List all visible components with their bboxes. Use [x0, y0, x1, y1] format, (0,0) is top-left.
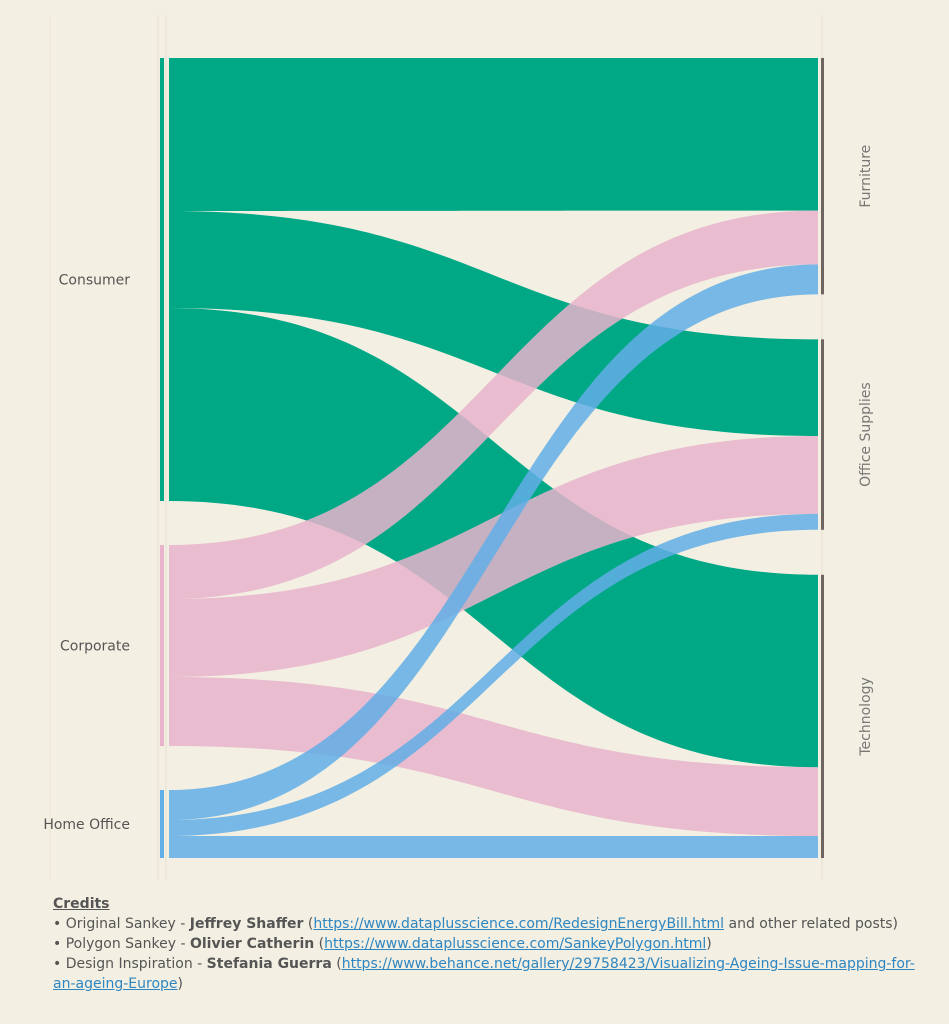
target-label-furniture: Furniture [858, 145, 874, 208]
sankey-links [169, 58, 818, 858]
source-label-consumer: Consumer [59, 273, 131, 289]
credit-name: Stefania Guerra [206, 956, 332, 972]
node-bar-consumer [160, 58, 164, 501]
node-bar-office-supplies [821, 339, 824, 530]
credit-link[interactable]: https://www.dataplusscience.com/Redesign… [313, 916, 725, 932]
sankey-nodes [160, 58, 824, 858]
credits: Credits • Original Sankey - Jeffrey Shaf… [53, 894, 933, 994]
node-bar-corporate [160, 545, 164, 746]
credits-title: Credits [53, 896, 110, 912]
credit-item: • Design Inspiration - Stefania Guerra (… [53, 954, 933, 994]
link-home-office-to-office-supplies [169, 513, 818, 836]
source-label-corporate: Corporate [60, 639, 130, 655]
credit-suffix: and other related posts) [724, 916, 899, 932]
node-bar-technology [821, 574, 824, 858]
credit-link[interactable]: https://www.dataplusscience.com/SankeyPo… [324, 936, 707, 952]
credit-name: Olivier Catherin [189, 936, 315, 952]
credit-item: • Original Sankey - Jeffrey Shaffer (htt… [53, 914, 933, 934]
sankey-labels: Consumer Corporate Home Office Furniture Off… [43, 145, 874, 833]
link-home-office-to-technology [169, 836, 818, 858]
credit-open: ( [303, 916, 314, 932]
credit-prefix: • Polygon Sankey - [53, 936, 190, 952]
credit-suffix: ) [177, 976, 183, 992]
credit-item: • Polygon Sankey - Olivier Catherin (htt… [53, 934, 933, 954]
source-label-home-office: Home Office [43, 817, 130, 833]
credit-prefix: • Original Sankey - [53, 916, 190, 932]
credit-open: ( [314, 936, 325, 952]
credit-prefix: • Design Inspiration - [53, 956, 207, 972]
link-consumer-to-furniture [169, 58, 818, 211]
node-bar-home-office [160, 790, 164, 858]
link-consumer-to-office-supplies [169, 211, 818, 437]
link-home-office-to-furniture [169, 264, 818, 820]
credit-suffix: ) [706, 936, 712, 952]
credit-link[interactable]: https://www.behance.net/gallery/29758423… [53, 956, 915, 992]
target-label-office-supplies: Office Supplies [858, 382, 874, 487]
link-corporate-to-furniture [169, 210, 818, 599]
node-bar-furniture [821, 58, 824, 295]
link-corporate-to-technology [169, 677, 818, 837]
sankey-chart: Consumer Corporate Home Office Furniture Off… [43, 15, 874, 880]
credit-open: ( [331, 956, 342, 972]
credit-name: Jeffrey Shaffer [189, 916, 304, 932]
target-label-technology: Technology [858, 677, 874, 756]
